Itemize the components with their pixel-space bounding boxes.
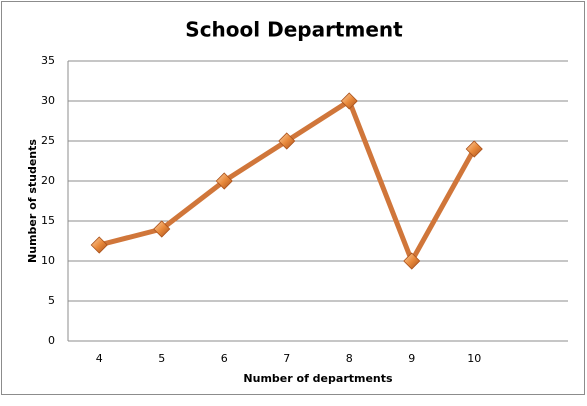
x-axis-title: Number of departments [243, 372, 393, 385]
y-tick-label: 30 [41, 94, 55, 107]
y-tick-label: 20 [41, 174, 55, 187]
line-marker [215, 172, 233, 190]
x-tick-label: 6 [221, 352, 228, 365]
y-tick-label: 0 [48, 334, 55, 347]
x-tick-label: 8 [346, 352, 353, 365]
x-tick-label: 5 [158, 352, 165, 365]
x-tick-label: 10 [467, 352, 481, 365]
line-marker [403, 252, 421, 270]
y-tick-label: 10 [41, 254, 55, 267]
x-tick-label: 9 [408, 352, 415, 365]
line-marker [278, 132, 296, 150]
chart-border [1, 1, 585, 395]
line-marker [90, 236, 108, 254]
y-tick-label: 15 [41, 214, 55, 227]
x-tick-label: 7 [283, 352, 290, 365]
y-tick-label: 25 [41, 134, 55, 147]
x-tick-label: 4 [96, 352, 103, 365]
y-tick-label: 5 [48, 294, 55, 307]
line-marker [465, 140, 483, 158]
y-tick-label: 35 [41, 54, 55, 67]
line-marker [340, 92, 358, 110]
chart-title: School Department [185, 18, 403, 42]
line-marker [153, 220, 171, 238]
y-axis-title: Number of students [26, 139, 39, 263]
